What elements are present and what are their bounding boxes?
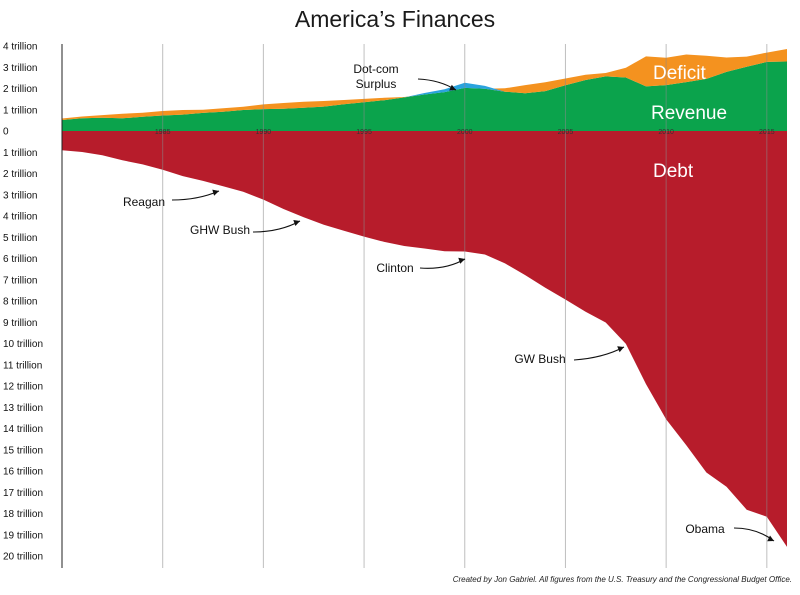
x-tick-label: 1985 — [155, 129, 171, 136]
debt-label: Debt — [653, 161, 694, 182]
y-tick-label: 1 trillion — [3, 148, 37, 159]
y-tick-label: 0 — [3, 127, 9, 138]
y-tick-label: 2 trillion — [3, 84, 37, 95]
debt-area — [62, 131, 787, 547]
x-tick-label: 1990 — [256, 129, 272, 136]
dotcom-label-line2: Surplus — [356, 77, 397, 91]
y-tick-label: 14 trillion — [3, 424, 43, 435]
gw-bush-arrow-head — [617, 346, 624, 353]
y-tick-label: 20 trillion — [3, 552, 43, 563]
y-tick-label: 2 trillion — [3, 169, 37, 180]
x-axis: 1985 1990 1995 2000 2005 2010 2015 — [155, 129, 775, 136]
x-tick-label: 2000 — [457, 129, 473, 136]
deficit-label: Deficit — [653, 63, 707, 84]
obama-arrow — [733, 527, 775, 542]
clinton-arrow-head — [458, 257, 465, 264]
x-tick-label: 2010 — [658, 129, 674, 136]
x-tick-label: 2005 — [558, 129, 574, 136]
x-tick-label: 1995 — [356, 129, 372, 136]
gw-bush-label: GW Bush — [514, 352, 565, 366]
y-tick-label: 13 trillion — [3, 403, 43, 414]
y-tick-label: 15 trillion — [3, 445, 43, 456]
reagan-arrow — [171, 190, 220, 201]
obama-arrow-head — [767, 535, 774, 542]
y-tick-label: 4 trillion — [3, 42, 37, 53]
ghw-bush-arrow-head — [293, 220, 300, 226]
y-tick-label: 18 trillion — [3, 509, 43, 520]
area-layer — [62, 49, 787, 547]
y-tick-label: 12 trillion — [3, 382, 43, 393]
deficit-area — [62, 49, 787, 120]
grid-layer — [61, 44, 768, 568]
gw-bush-arrow — [573, 346, 625, 361]
ghw-bush-arrow — [252, 220, 301, 233]
clinton-arrow — [419, 258, 466, 269]
y-tick-label: 3 trillion — [3, 190, 37, 201]
y-tick-label: 16 trillion — [3, 467, 43, 478]
dotcom-label-line1: Dot-com — [353, 62, 398, 76]
chart-title: America’s Finances — [295, 6, 495, 32]
y-tick-label: 8 trillion — [3, 297, 37, 308]
y-tick-label: 9 trillion — [3, 318, 37, 329]
y-tick-label: 10 trillion — [3, 339, 43, 350]
y-tick-label: 5 trillion — [3, 233, 37, 244]
clinton-label: Clinton — [376, 261, 413, 275]
obama-label: Obama — [685, 522, 725, 536]
y-tick-label: 11 trillion — [3, 360, 42, 371]
dotcom-arrow-head — [449, 84, 456, 91]
x-tick-label: 2015 — [759, 129, 775, 136]
y-axis: 4 trillion 3 trillion 2 trillion 1 trillion… — [3, 42, 43, 563]
annotation-arrows — [171, 78, 775, 542]
y-tick-label: 1 trillion — [3, 105, 37, 116]
reagan-arrow-head — [212, 189, 219, 196]
y-tick-label: 17 trillion — [3, 488, 43, 499]
y-tick-label: 6 trillion — [3, 254, 37, 265]
y-tick-label: 3 trillion — [3, 63, 37, 74]
y-tick-label: 19 trillion — [3, 530, 43, 541]
credit-text: Created by Jon Gabriel. All figures from… — [453, 575, 792, 584]
y-tick-label: 7 trillion — [3, 275, 37, 286]
ghw-bush-label: GHW Bush — [190, 223, 250, 237]
y-tick-label: 4 trillion — [3, 212, 37, 223]
revenue-label: Revenue — [651, 103, 727, 124]
reagan-label: Reagan — [123, 195, 165, 209]
revenue-area — [62, 61, 787, 131]
